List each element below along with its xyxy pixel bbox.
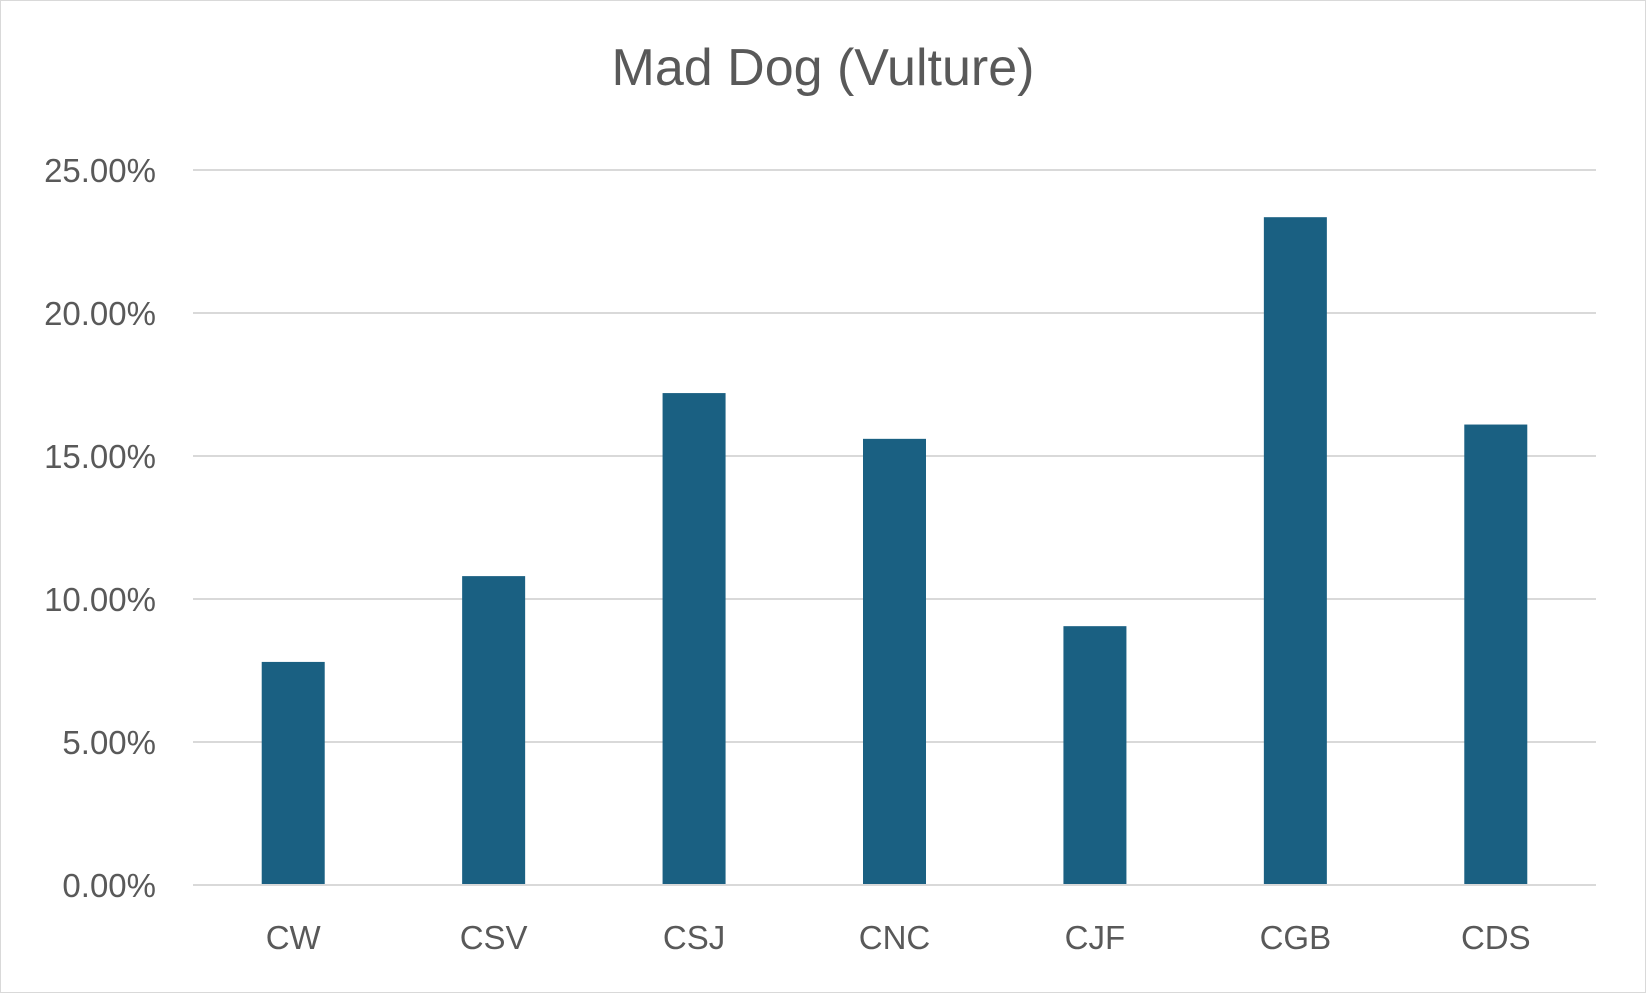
bar-cgb — [1263, 217, 1327, 885]
bar-cds — [1464, 424, 1528, 885]
y-tick-label: 25.00% — [44, 152, 156, 189]
y-tick-label: 20.00% — [44, 295, 156, 332]
x-tick-label: CGB — [1260, 919, 1332, 956]
y-tick-label: 0.00% — [62, 867, 156, 904]
bar-cw — [261, 661, 325, 885]
bar-cnc — [863, 438, 926, 885]
x-tick-label: CSV — [460, 919, 528, 956]
x-tick-label: CNC — [859, 919, 931, 956]
y-tick-label: 5.00% — [62, 724, 156, 761]
x-tick-label: CSJ — [663, 919, 725, 956]
chart-title: Mad Dog (Vulture) — [611, 39, 1035, 97]
x-tick-label: CJF — [1065, 919, 1126, 956]
bar-csv — [462, 576, 526, 885]
x-tick-label: CW — [266, 919, 322, 956]
x-tick-label: CDS — [1461, 919, 1531, 956]
bar-cjf — [1063, 626, 1127, 885]
y-tick-label: 15.00% — [44, 438, 156, 475]
bar-csj — [662, 393, 726, 885]
y-tick-label: 10.00% — [44, 581, 156, 618]
